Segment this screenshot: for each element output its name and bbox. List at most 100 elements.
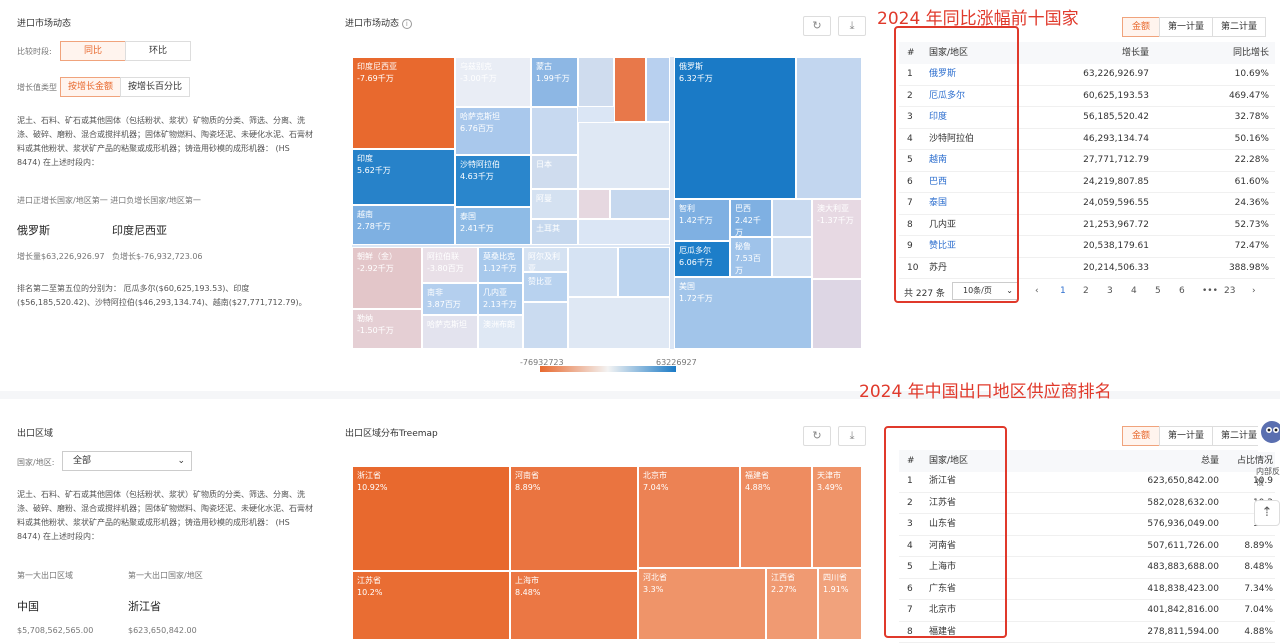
tab-second-unit[interactable]: 第二计量 (1212, 17, 1266, 37)
first-region-value: $5,708,562,565.00 (17, 626, 93, 635)
treemap-tile[interactable] (772, 237, 812, 277)
treemap-tile[interactable] (578, 219, 670, 245)
growth-percent-button[interactable]: 按增长百分比 (120, 77, 190, 97)
treemap-tile[interactable]: 阿曼 (531, 189, 578, 219)
rank-summary: 排名第二至第五位的分别为： 厄瓜多尔($60,625,193.53)、印度($5… (17, 282, 315, 310)
info-icon[interactable]: i (402, 19, 412, 29)
page-button[interactable]: 2 (1083, 286, 1089, 296)
treemap-tile[interactable] (568, 247, 618, 297)
tab-first-unit[interactable]: 第一计量 (1159, 17, 1213, 37)
page-button[interactable]: 5 (1155, 286, 1161, 296)
treemap-tile[interactable] (568, 297, 670, 349)
tab-first-unit[interactable]: 第一计量 (1159, 426, 1213, 446)
page-button[interactable]: 6 (1179, 286, 1185, 296)
refresh-icon[interactable]: ↻ (803, 426, 831, 446)
next-page-icon[interactable]: › (1252, 286, 1256, 296)
page-button[interactable]: ••• (1202, 286, 1218, 296)
compare-mom-button[interactable]: 环比 (125, 41, 191, 61)
first-country-value: $623,650,842.00 (128, 626, 197, 635)
treemap-tile[interactable] (531, 107, 578, 155)
treemap-tile[interactable]: 日本 (531, 155, 578, 189)
treemap-tile[interactable]: 乌兹别克-3.00千万 (455, 57, 531, 107)
region-select[interactable]: 全部⌄ (62, 451, 192, 471)
treemap-tile[interactable] (578, 122, 670, 189)
arrow-up-icon[interactable]: ⇡ (1254, 500, 1280, 526)
refresh-icon[interactable]: ↻ (803, 16, 831, 36)
download-icon[interactable]: ⤓ (838, 16, 866, 36)
import-description: 泥土、石料、矿石或其他固体（包括粉状、浆状）矿物质的分类、筛选、分离、洗涤、破碎… (17, 114, 315, 170)
growth-amount-button[interactable]: 按增长金额 (60, 77, 121, 97)
treemap-tile[interactable]: 赞比亚 (523, 272, 568, 302)
page-button[interactable]: 23 (1224, 286, 1235, 296)
row-amount: 21,253,967.72 (1083, 215, 1149, 237)
row-pct: 7.34% (1244, 579, 1273, 601)
treemap-tile[interactable] (812, 279, 862, 349)
treemap-tile[interactable]: 朝鲜（金）-2.92千万 (352, 247, 422, 309)
treemap-tile[interactable]: 哈萨克斯坦 (422, 315, 478, 349)
treemap-tile[interactable] (772, 199, 812, 237)
treemap-tile[interactable] (796, 57, 862, 199)
export-panel-title: 出口区域 (17, 426, 53, 439)
treemap-tile[interactable]: 印度尼西亚-7.69千万 (352, 57, 455, 149)
robot-icon[interactable] (1258, 412, 1280, 452)
treemap-tile[interactable] (523, 302, 568, 349)
treemap-tile[interactable] (578, 189, 610, 219)
row-pct: 10.69% (1235, 64, 1269, 86)
legend-max: 63226927 (656, 358, 697, 367)
prev-page-icon[interactable]: ‹ (1035, 286, 1039, 296)
treemap-tile[interactable]: 土耳其 (531, 219, 578, 245)
feedback-link[interactable]: 内部反馈 (1256, 466, 1280, 488)
row-amount: 483,883,688.00 (1147, 557, 1219, 579)
first-region-label: 第一大出口区域 (17, 570, 73, 581)
treemap-tile[interactable]: 阿尔及利亚 (523, 247, 568, 272)
treemap-tile[interactable]: 澳大利亚-1.37千万 (812, 199, 862, 279)
treemap-tile[interactable] (618, 247, 670, 297)
page-button[interactable]: 4 (1131, 286, 1137, 296)
row-amount: 623,650,842.00 (1147, 471, 1219, 493)
download-icon[interactable]: ⤓ (838, 426, 866, 446)
treemap-tile[interactable] (646, 57, 670, 122)
treemap-tile[interactable]: 勒纳-1.50千万 (352, 309, 422, 349)
row-pct: 32.78% (1235, 107, 1269, 129)
page-button[interactable]: 3 (1107, 286, 1113, 296)
tab-amount[interactable]: 金额 (1122, 426, 1160, 446)
treemap-tile[interactable] (578, 57, 614, 107)
treemap-tile[interactable] (610, 189, 670, 219)
treemap-tile[interactable]: 澳洲布朗 (478, 315, 523, 349)
compare-toggle: 同比环比 (60, 41, 191, 61)
export-description: 泥土、石料、矿石或其他固体（包括粉状、浆状）矿物质的分类、筛选、分离、洗涤、破碎… (17, 488, 315, 544)
top-positive-country: 俄罗斯 (17, 222, 50, 238)
legend-min: -76932723 (520, 358, 564, 367)
compare-yoy-button[interactable]: 同比 (60, 41, 126, 61)
tab-amount[interactable]: 金额 (1122, 17, 1160, 37)
row-amount: 27,771,712.79 (1083, 150, 1149, 172)
treemap-tile[interactable] (614, 57, 646, 122)
treemap-tile[interactable]: 阿拉伯联-3.80百万 (422, 247, 478, 283)
page-button[interactable]: 1 (1060, 286, 1066, 296)
